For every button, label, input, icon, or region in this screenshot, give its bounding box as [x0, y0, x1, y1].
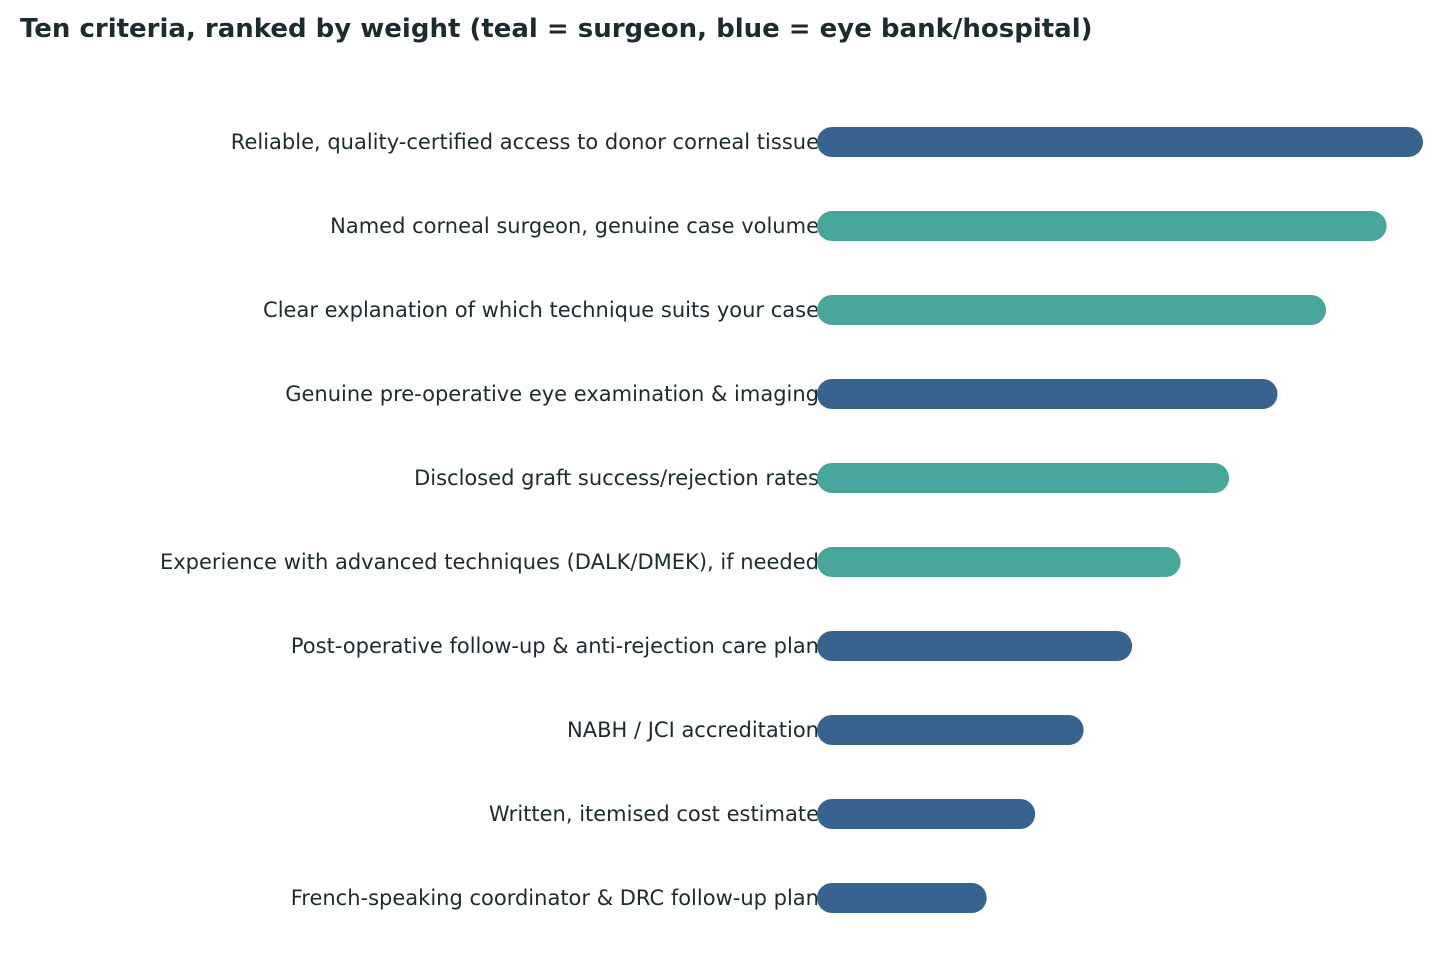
bar-5 [817, 463, 1230, 493]
bar-2 [817, 211, 1387, 241]
chart-title: Ten criteria, ranked by weight (teal = s… [20, 14, 1093, 44]
bar-9 [817, 799, 1036, 829]
bar-6 [817, 547, 1181, 577]
category-label: French-speaking coordinator & DRC follow… [291, 886, 819, 910]
category-label: NABH / JCI accreditation [567, 718, 819, 742]
category-label: Disclosed graft success/rejection rates [414, 466, 819, 490]
category-label: Reliable, quality-certified access to do… [231, 130, 819, 154]
bar-7 [817, 631, 1133, 661]
bar-10 [817, 883, 987, 913]
category-label: Genuine pre-operative eye examination & … [285, 382, 819, 406]
category-label: Written, itemised cost estimate [489, 802, 819, 826]
category-label: Clear explanation of which technique sui… [263, 298, 819, 322]
category-label: Post-operative follow-up & anti-rejectio… [291, 634, 819, 658]
category-label: Experience with advanced techniques (DAL… [160, 550, 819, 574]
category-label: Named corneal surgeon, genuine case volu… [330, 214, 819, 238]
bar-8 [817, 715, 1084, 745]
bar-3 [817, 295, 1327, 325]
bar-1 [817, 127, 1423, 157]
bar-4 [817, 379, 1278, 409]
